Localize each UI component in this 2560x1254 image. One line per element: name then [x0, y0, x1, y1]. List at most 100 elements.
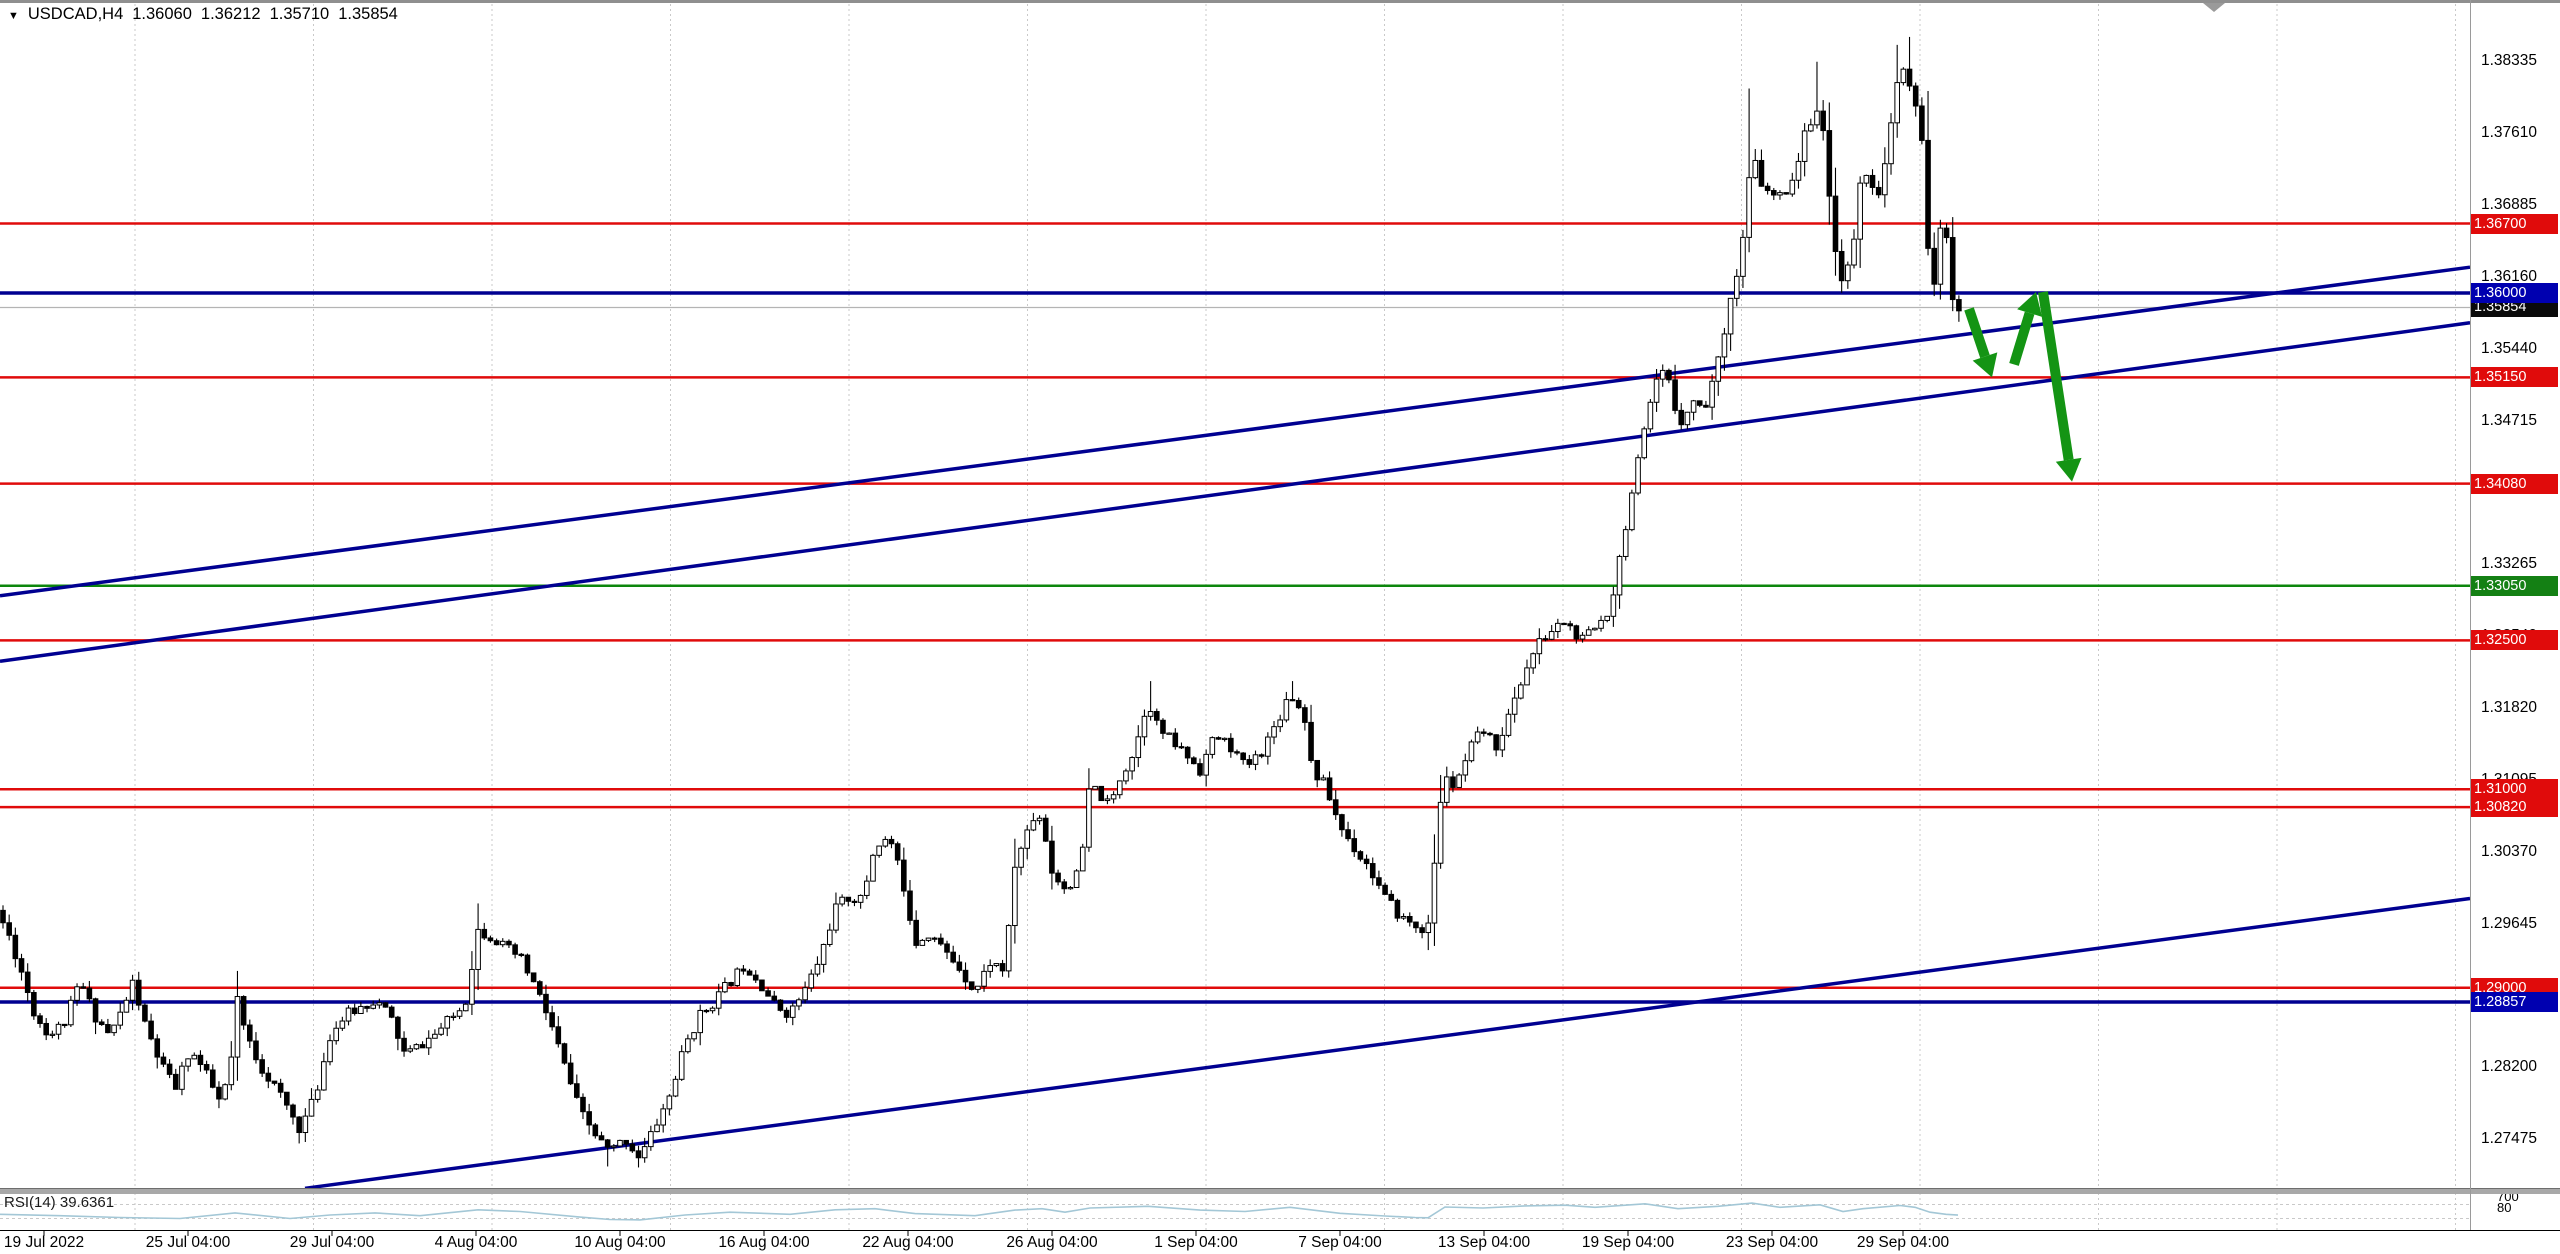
projection-arrow-up[interactable] — [2009, 292, 2043, 366]
date-tick-label: 10 Aug 04:00 — [574, 1234, 666, 1251]
candle-body — [1468, 741, 1475, 762]
candle-body — [407, 1048, 414, 1052]
candle-body — [648, 1131, 654, 1148]
candle-body — [759, 979, 765, 992]
candle-body — [820, 943, 827, 965]
candle-body — [1666, 369, 1672, 381]
candle-body — [284, 1091, 290, 1106]
candle-body — [1727, 297, 1734, 335]
candle-body — [765, 990, 771, 997]
candle-body — [1622, 529, 1629, 557]
candle-body — [160, 1056, 167, 1065]
candle-body — [1555, 622, 1561, 633]
candle-body — [1005, 925, 1012, 972]
candle-body — [567, 1062, 574, 1085]
candle-body — [61, 1023, 68, 1027]
candle-body — [1481, 731, 1487, 734]
date-tick-label: 25 Jul 04:00 — [145, 1234, 231, 1251]
candle-body — [1456, 774, 1462, 788]
date-tick-label: 22 Aug 04:00 — [862, 1234, 954, 1251]
candle-body — [703, 1009, 710, 1013]
candle-body — [1629, 492, 1635, 531]
candle-body — [1172, 732, 1179, 748]
indicator-panel-separator[interactable] — [0, 1188, 2560, 1194]
candle-body — [1104, 798, 1111, 802]
candle-body — [666, 1095, 673, 1110]
chart-shift-marker-icon[interactable] — [2203, 3, 2225, 12]
candle-body — [462, 1003, 469, 1012]
candle-body — [962, 969, 969, 983]
channel-lower[interactable] — [0, 321, 2471, 663]
candle-body — [1443, 776, 1450, 803]
arrow-shaft — [2009, 311, 2035, 366]
price-tick-label: 1.36885 — [2481, 196, 2538, 214]
candle-body — [580, 1096, 586, 1113]
candle-body — [1678, 409, 1685, 426]
long-term-trendline[interactable] — [304, 896, 2471, 1191]
candle-body — [1116, 780, 1123, 796]
candle-body — [1450, 776, 1456, 788]
candle-body — [654, 1124, 660, 1133]
candle-body — [259, 1059, 265, 1074]
candle-body — [1252, 754, 1259, 765]
candle-body — [555, 1026, 562, 1045]
candle-body — [1166, 732, 1172, 735]
candle-body — [1592, 627, 1598, 631]
candle-body — [1049, 840, 1055, 874]
candle-body — [524, 954, 531, 974]
chevron-down-icon[interactable]: ▼ — [8, 9, 19, 22]
candle-body — [506, 940, 512, 946]
price-tick-label: 1.36160 — [2481, 268, 2538, 286]
date-tick-label: 29 Sep 04:00 — [1856, 1234, 1950, 1251]
date-tick-label: 1 Sep 04:00 — [1154, 1234, 1238, 1251]
candle-body — [1906, 68, 1913, 87]
y-axis-separator[interactable] — [2470, 0, 2471, 1230]
candle-body — [351, 1007, 358, 1014]
candle-body — [783, 1009, 790, 1018]
price-tick-label: 1.33265 — [2481, 555, 2538, 573]
candle-body — [308, 1098, 315, 1117]
candle-body — [475, 928, 481, 970]
candle-body — [1659, 369, 1666, 380]
candle-body — [314, 1089, 321, 1100]
candle-body — [1246, 759, 1253, 765]
candle-body — [1801, 130, 1808, 162]
candle-body — [18, 958, 25, 973]
projection-arrow-down-1[interactable] — [1964, 307, 1998, 378]
projection-arrow-down-2[interactable] — [2038, 291, 2082, 482]
candle-body — [493, 940, 500, 946]
ohlc-open: 1.36060 — [132, 5, 192, 23]
candle-body — [1869, 174, 1876, 188]
candle-body — [80, 986, 87, 989]
channel-upper[interactable] — [0, 265, 2471, 598]
candle-body — [1363, 858, 1370, 865]
candle-body — [1086, 788, 1092, 848]
candle-body — [1376, 877, 1382, 886]
candle-body — [851, 900, 858, 903]
candle-body — [1635, 457, 1641, 494]
candle-body — [629, 1143, 636, 1152]
candlestick-series[interactable] — [0, 36, 1962, 1168]
candle-body — [1079, 846, 1086, 872]
candle-body — [1265, 736, 1271, 757]
candle-body — [1777, 192, 1783, 196]
candle-body — [31, 992, 37, 1017]
candle-body — [228, 1056, 235, 1086]
candle-body — [413, 1044, 420, 1050]
candle-body — [598, 1135, 605, 1141]
candle-body — [425, 1037, 432, 1049]
price-tick-label: 1.31820 — [2481, 698, 2538, 716]
candle-body — [271, 1080, 278, 1084]
candle-body — [55, 1023, 62, 1035]
candle-body — [321, 1061, 327, 1091]
candle-body — [1271, 726, 1277, 738]
x-axis-line — [0, 1230, 2560, 1231]
candle-body — [617, 1139, 623, 1147]
candle-body — [1733, 275, 1740, 299]
candle-body — [1838, 250, 1845, 282]
candle-body — [1320, 777, 1327, 781]
candle-body — [1234, 751, 1240, 754]
candle-body — [1061, 881, 1068, 890]
candle-body — [1567, 623, 1573, 627]
